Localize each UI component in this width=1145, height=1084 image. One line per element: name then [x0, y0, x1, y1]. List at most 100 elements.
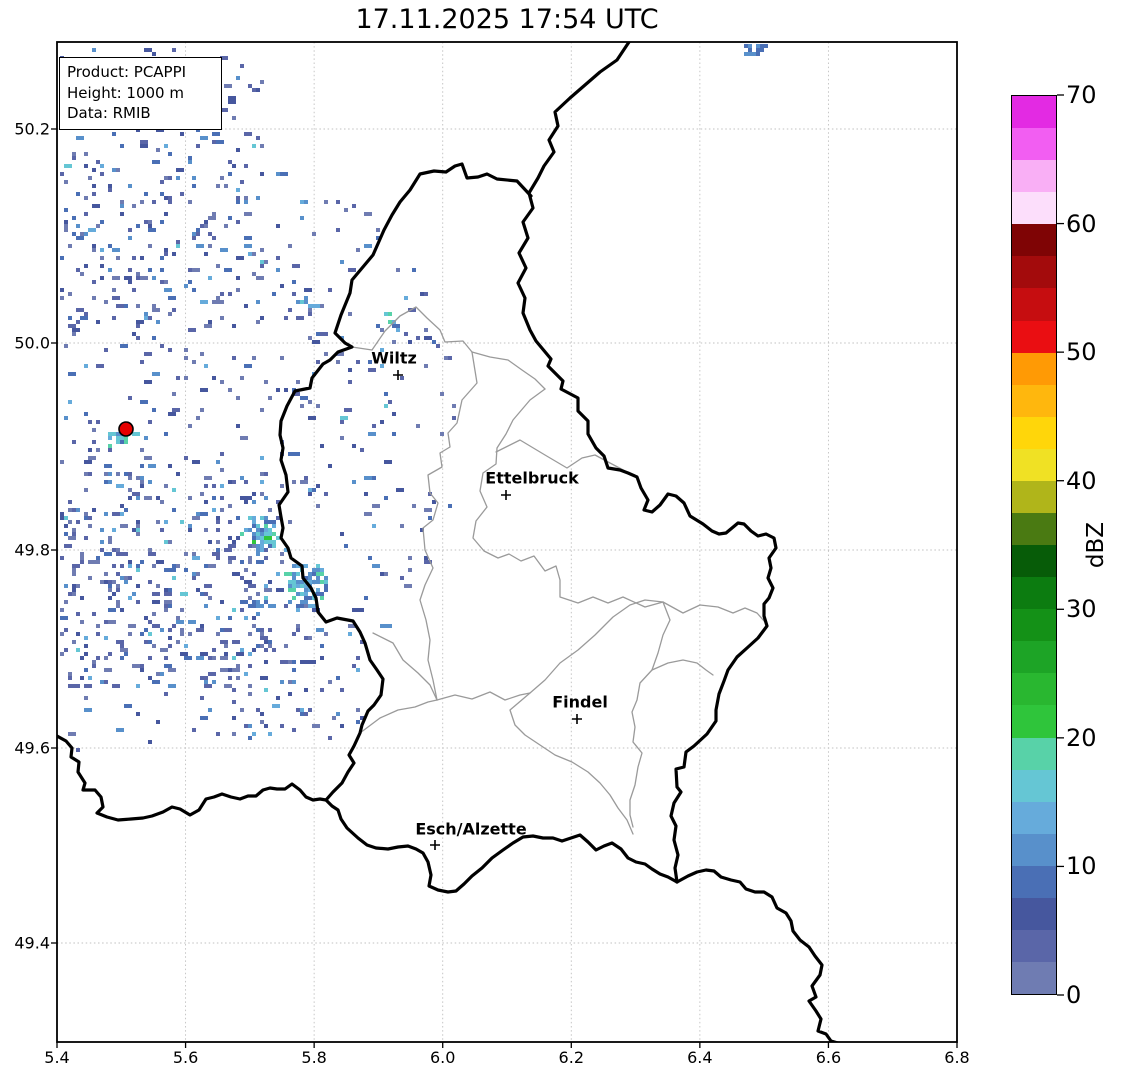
axis-ticks	[51, 128, 958, 1048]
colorbar-band	[1012, 160, 1056, 193]
radar-echo-cell	[236, 288, 240, 292]
radar-echo-cell	[260, 644, 264, 648]
radar-echo-cell	[136, 584, 140, 588]
radar-echo-cell	[380, 572, 384, 576]
radar-echo-cell	[84, 636, 88, 640]
radar-echo-cell	[164, 144, 168, 148]
radar-echo-cell	[136, 532, 140, 536]
radar-echo-cell	[156, 720, 160, 724]
radar-echo-cell	[312, 304, 320, 308]
radar-echo-cell	[68, 536, 76, 540]
radar-echo-cell	[356, 720, 360, 724]
radar-echo-cell	[84, 460, 92, 464]
radar-echo-cell	[172, 576, 176, 580]
radar-echo-cell	[260, 264, 264, 268]
radar-echo-cell	[156, 308, 160, 312]
radar-echo-cell	[136, 272, 140, 276]
radar-echo-cell	[148, 268, 152, 272]
radar-echo-cell	[132, 528, 136, 532]
radar-echo-cell	[260, 544, 264, 548]
radar-echo-cell	[144, 616, 148, 620]
radar-echo-cell	[204, 676, 208, 680]
radar-echo-cell	[92, 428, 96, 432]
radar-echo-cell	[116, 572, 120, 576]
radar-echo-cell	[284, 644, 288, 648]
radar-echo-cell	[192, 576, 196, 580]
radar-echo-cell	[236, 664, 240, 668]
colorbar-band	[1012, 769, 1056, 802]
colorbar-tick-label: 40	[1066, 466, 1097, 495]
radar-echo-cell	[136, 684, 140, 688]
radar-echo-cell	[204, 680, 208, 684]
radar-echo-cell	[260, 720, 264, 724]
radar-echo-cell	[128, 632, 132, 636]
radar-echo-cell	[372, 564, 380, 568]
radar-echo-cell	[292, 588, 296, 592]
radar-echo-cell	[360, 716, 364, 720]
radar-echo-cell	[268, 604, 276, 608]
radar-echo-cell	[264, 588, 272, 592]
radar-echo-cell	[180, 652, 188, 656]
radar-echo-cell	[372, 524, 376, 528]
radar-echo-cell	[88, 472, 92, 476]
radar-echo-cell	[136, 128, 140, 132]
radar-echo-cell	[140, 476, 144, 480]
radar-echo-cell	[84, 152, 88, 156]
radar-echo-cell	[308, 708, 312, 712]
radar-echo-cell	[204, 684, 208, 688]
radar-echo-cell	[144, 192, 148, 196]
radar-echo-cell	[320, 444, 324, 448]
radar-echo-cell	[84, 164, 88, 168]
radar-echo-cell	[96, 560, 100, 564]
radar-echo-cell	[76, 320, 80, 324]
radar-echo-cell	[160, 628, 164, 632]
radar-echo-cell	[200, 652, 204, 656]
radar-echo-cell	[220, 640, 228, 644]
radar-echo-cell	[164, 484, 168, 488]
radar-echo-cell	[136, 224, 140, 228]
radar-echo-cell	[256, 628, 260, 632]
radar-echo-cell	[116, 304, 124, 308]
radar-echo-cell	[220, 496, 224, 500]
radar-echo-cell	[172, 624, 176, 628]
radar-echo-cell	[208, 244, 212, 248]
radar-echo-cell	[220, 176, 224, 180]
radar-echo-cell	[120, 640, 124, 644]
radar-echo-cell	[236, 148, 240, 152]
radar-echo-cell	[92, 184, 96, 188]
radar-echo-cell	[80, 552, 84, 556]
radar-echo-cell	[260, 532, 264, 536]
radar-echo-cell	[292, 572, 296, 576]
radar-echo-cell	[116, 484, 124, 488]
radar-echo-cell	[156, 320, 160, 324]
radar-echo-cell	[248, 604, 256, 608]
radar-echo-cell	[156, 496, 160, 500]
radar-echo-cell	[748, 52, 756, 56]
radar-echo-cell	[268, 732, 272, 736]
radar-echo-cell	[756, 44, 760, 48]
district-border-path	[419, 351, 478, 701]
radar-echo-cell	[276, 696, 280, 700]
radar-echo-cell	[268, 644, 272, 648]
radar-echo-cell	[188, 424, 192, 428]
radar-echo-cell	[116, 604, 120, 608]
radar-echo-cell	[408, 568, 412, 572]
radar-echo-cell	[260, 628, 264, 632]
radar-echo-cell	[220, 508, 224, 512]
radar-echo-cell	[256, 276, 260, 280]
radar-echo-cell	[216, 540, 220, 544]
radar-echo-cell	[136, 324, 140, 328]
radar-echo-cell	[288, 588, 292, 592]
radar-echo-cell	[84, 512, 88, 516]
radar-echo-cell	[88, 448, 92, 452]
radar-echo-cell	[160, 648, 164, 652]
radar-echo-cell	[384, 624, 392, 628]
radar-echo-cell	[248, 544, 252, 548]
radar-echo-cell	[252, 616, 256, 620]
radar-echo-cell	[124, 704, 132, 708]
radar-echo-cell	[260, 676, 268, 680]
radar-echo-cell	[328, 288, 332, 292]
radar-echo-cell	[100, 548, 104, 552]
radar-echo-cell	[172, 48, 176, 52]
radar-echo-cell	[80, 232, 84, 236]
